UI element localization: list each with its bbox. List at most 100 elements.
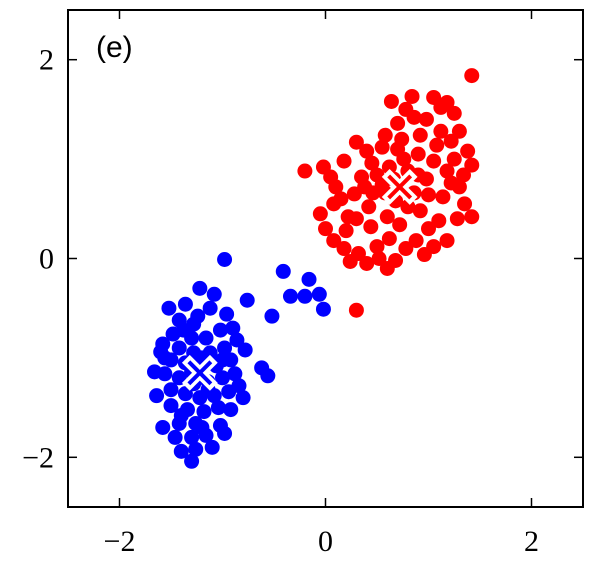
data-point: [217, 340, 233, 356]
data-point: [460, 143, 476, 159]
data-point: [381, 231, 397, 247]
data-point: [282, 288, 298, 304]
data-point: [379, 209, 395, 225]
centroid-markers: [181, 169, 418, 391]
data-point: [426, 89, 442, 105]
data-point: [348, 134, 364, 150]
data-point: [163, 382, 179, 398]
data-point: [363, 219, 379, 235]
data-point: [457, 196, 473, 212]
data-point: [426, 153, 442, 169]
data-point: [231, 378, 247, 394]
y-tick-label: 2: [39, 44, 54, 77]
data-point: [184, 453, 200, 469]
data-point: [223, 402, 239, 418]
data-point: [202, 300, 218, 316]
data-point: [153, 344, 169, 360]
data-point: [364, 155, 380, 171]
data-point: [196, 404, 212, 420]
data-point: [312, 206, 328, 222]
data-point: [464, 68, 480, 84]
data-point: [342, 253, 358, 269]
data-point: [235, 390, 251, 406]
data-point: [412, 127, 428, 143]
data-point: [167, 429, 183, 445]
data-point: [260, 368, 276, 384]
data-point: [177, 296, 193, 312]
data-point: [390, 141, 406, 157]
data-point: [429, 137, 445, 153]
panel-label: (e): [96, 31, 133, 64]
x-tick-label: 0: [318, 525, 333, 558]
data-point: [357, 179, 373, 195]
data-point: [204, 439, 220, 455]
data-point: [163, 398, 179, 414]
data-point: [449, 211, 465, 227]
data-point: [439, 233, 455, 249]
data-point: [336, 241, 352, 257]
data-point: [338, 223, 354, 239]
data-point: [188, 441, 204, 457]
x-tick-label: 2: [524, 525, 539, 558]
data-point: [336, 153, 352, 169]
data-point: [171, 340, 187, 356]
data-point: [410, 146, 426, 162]
data-point: [451, 123, 467, 139]
data-point: [217, 425, 233, 441]
data-point: [381, 159, 397, 175]
data-point: [361, 199, 377, 215]
data-point: [398, 241, 414, 257]
data-point: [404, 88, 420, 104]
data-point: [439, 163, 455, 179]
y-tick-label: −2: [22, 441, 54, 474]
data-point: [206, 286, 222, 302]
data-point: [149, 388, 165, 404]
data-point: [264, 308, 280, 324]
data-point: [217, 251, 233, 267]
data-point: [323, 169, 339, 185]
data-point: [446, 105, 462, 121]
data-point: [388, 252, 404, 268]
data-point: [433, 123, 449, 139]
data-point: [431, 213, 447, 229]
data-point: [348, 302, 364, 318]
data-point: [400, 199, 416, 215]
data-point: [311, 286, 327, 302]
centroid-marker: [181, 354, 218, 391]
y-tick-label: 0: [39, 243, 54, 276]
data-point: [359, 143, 375, 159]
data-point: [464, 157, 480, 173]
data-point: [318, 221, 333, 237]
data-point: [212, 322, 228, 338]
data-point: [383, 93, 399, 109]
data-point: [184, 429, 200, 445]
data-point: [421, 187, 436, 203]
data-point: [371, 251, 387, 266]
data-point: [147, 364, 163, 380]
data-point: [374, 139, 390, 155]
data-point: [194, 419, 210, 435]
data-point: [377, 127, 393, 143]
data-point: [198, 330, 214, 346]
data-point: [315, 301, 331, 317]
data-point: [464, 209, 480, 225]
data-point: [398, 101, 414, 117]
data-point: [297, 288, 313, 304]
centroid-marker: [381, 169, 418, 205]
data-point: [456, 167, 472, 183]
data-point: [239, 292, 255, 308]
x-tick-label: −2: [104, 525, 136, 558]
data-point: [225, 320, 241, 336]
data-point: [392, 217, 408, 233]
data-point: [435, 189, 451, 205]
data-point: [155, 419, 171, 435]
centroid-stroke-inner: [387, 174, 413, 200]
data-point: [192, 280, 208, 296]
data-point: [173, 443, 189, 459]
data-point: [443, 175, 459, 191]
axis-ticks: [68, 10, 583, 507]
data-point: [446, 151, 462, 167]
data-point: [301, 271, 317, 287]
data-point: [390, 115, 406, 131]
